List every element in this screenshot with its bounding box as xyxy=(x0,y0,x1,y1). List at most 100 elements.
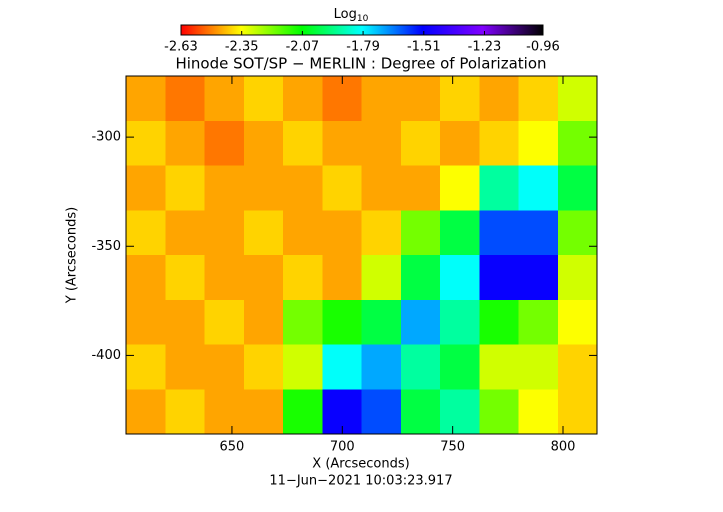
pixel-cell xyxy=(400,165,441,211)
pixel-cell xyxy=(126,389,166,435)
pixel-cell xyxy=(479,299,519,345)
pixel-cell xyxy=(322,165,362,211)
pixel-cell xyxy=(204,210,245,256)
pixel-cell xyxy=(557,255,598,301)
pixel-cell xyxy=(283,255,323,301)
pixel-cell xyxy=(165,344,205,390)
pixel-cell xyxy=(283,344,323,390)
pixel-cell xyxy=(400,210,441,256)
pixel-cell xyxy=(518,299,559,345)
pixel-cell xyxy=(479,344,519,390)
pixel-cell xyxy=(400,344,441,390)
y-tick-label: -400 xyxy=(91,348,121,363)
pixel-cell xyxy=(126,299,166,345)
pixel-cell xyxy=(165,210,205,256)
x-tick-label: 700 xyxy=(330,440,355,455)
pixel-cell xyxy=(440,299,480,345)
pixel-cell xyxy=(204,389,245,435)
pixel-cell xyxy=(243,165,284,211)
pixel-cell xyxy=(440,255,480,301)
pixel-cell xyxy=(518,165,559,211)
pixel-cell xyxy=(126,165,166,211)
pixel-cell xyxy=(283,210,323,256)
pixel-cell xyxy=(322,210,362,256)
pixel-cell xyxy=(126,210,166,256)
pixel-cell xyxy=(400,255,441,301)
pixel-cell xyxy=(400,299,441,345)
pixel-cell xyxy=(361,255,402,301)
pixel-cell xyxy=(557,76,598,122)
pixel-cell xyxy=(557,389,598,435)
pixel-cell xyxy=(126,344,166,390)
pixel-cell xyxy=(283,165,323,211)
colorbar-tick-label: -0.96 xyxy=(526,40,560,55)
pixel-cell xyxy=(204,255,245,301)
pixel-cell xyxy=(557,120,598,166)
pixel-cell xyxy=(204,299,245,345)
y-axis-label: Y (Arcseconds) xyxy=(65,207,80,304)
y-tick-label: -300 xyxy=(91,130,121,145)
colorbar xyxy=(180,24,544,36)
pixel-cell xyxy=(479,76,519,122)
pixel-cell xyxy=(557,165,598,211)
pixel-cell xyxy=(557,210,598,256)
x-tick-label: 650 xyxy=(220,440,245,455)
pixel-cell xyxy=(283,120,323,166)
pixel-cell xyxy=(126,120,166,166)
pixel-cell xyxy=(126,76,166,122)
pixel-cell xyxy=(243,210,284,256)
pixel-cell xyxy=(322,255,362,301)
pixel-cell xyxy=(126,255,166,301)
y-tick-label: -350 xyxy=(91,239,121,254)
pixel-cell xyxy=(204,344,245,390)
plot-frame xyxy=(125,75,598,435)
pixel-cell xyxy=(479,165,519,211)
pixel-cell xyxy=(322,344,362,390)
colorbar-tick-label: -1.79 xyxy=(346,40,380,55)
colorbar-tick-label: -1.23 xyxy=(468,40,502,55)
x-tick-label: 750 xyxy=(440,440,465,455)
colorbar-tick-label: -2.63 xyxy=(164,40,198,55)
image xyxy=(126,76,598,435)
chart-title: Hinode SOT/SP − MERLIN : Degree of Polar… xyxy=(175,55,546,73)
pixel-cell xyxy=(479,210,519,256)
colorbar-label-main: Log xyxy=(334,7,357,22)
pixel-cell xyxy=(361,299,402,345)
pixel-cell xyxy=(283,76,323,122)
pixel-cell xyxy=(440,344,480,390)
pixel-cell xyxy=(518,210,559,256)
pixel-cell xyxy=(400,389,441,435)
colorbar-label-subscript: 10 xyxy=(357,14,369,24)
pixel-cell xyxy=(165,120,205,166)
pixel-cell xyxy=(361,210,402,256)
pixel-cell xyxy=(204,120,245,166)
pixel-cell xyxy=(440,389,480,435)
colorbar-tick-label: -1.51 xyxy=(407,40,441,55)
pixel-cell xyxy=(243,255,284,301)
pixel-cell xyxy=(165,389,205,435)
pixel-cell xyxy=(165,165,205,211)
pixel-cell xyxy=(283,299,323,345)
pixel-cell xyxy=(518,120,559,166)
pixel-cell xyxy=(204,165,245,211)
pixel-cell xyxy=(283,389,323,435)
x-tick-label: 800 xyxy=(551,440,576,455)
pixel-cell xyxy=(361,120,402,166)
colorbar-label: Log10 xyxy=(334,7,369,24)
pixel-cell xyxy=(243,344,284,390)
pixel-cell xyxy=(440,120,480,166)
pixel-cell xyxy=(243,120,284,166)
pixel-cell xyxy=(243,76,284,122)
pixel-cell xyxy=(518,389,559,435)
pixel-cell xyxy=(361,76,402,122)
pixel-cell xyxy=(400,76,441,122)
pixel-cell xyxy=(361,389,402,435)
pixel-cell xyxy=(361,165,402,211)
pixel-cell xyxy=(243,299,284,345)
pixel-cell xyxy=(322,299,362,345)
pixel-cell xyxy=(165,255,205,301)
pixel-cell xyxy=(440,76,480,122)
colorbar-tick-label: -2.07 xyxy=(286,40,320,55)
pixel-cell xyxy=(518,76,559,122)
